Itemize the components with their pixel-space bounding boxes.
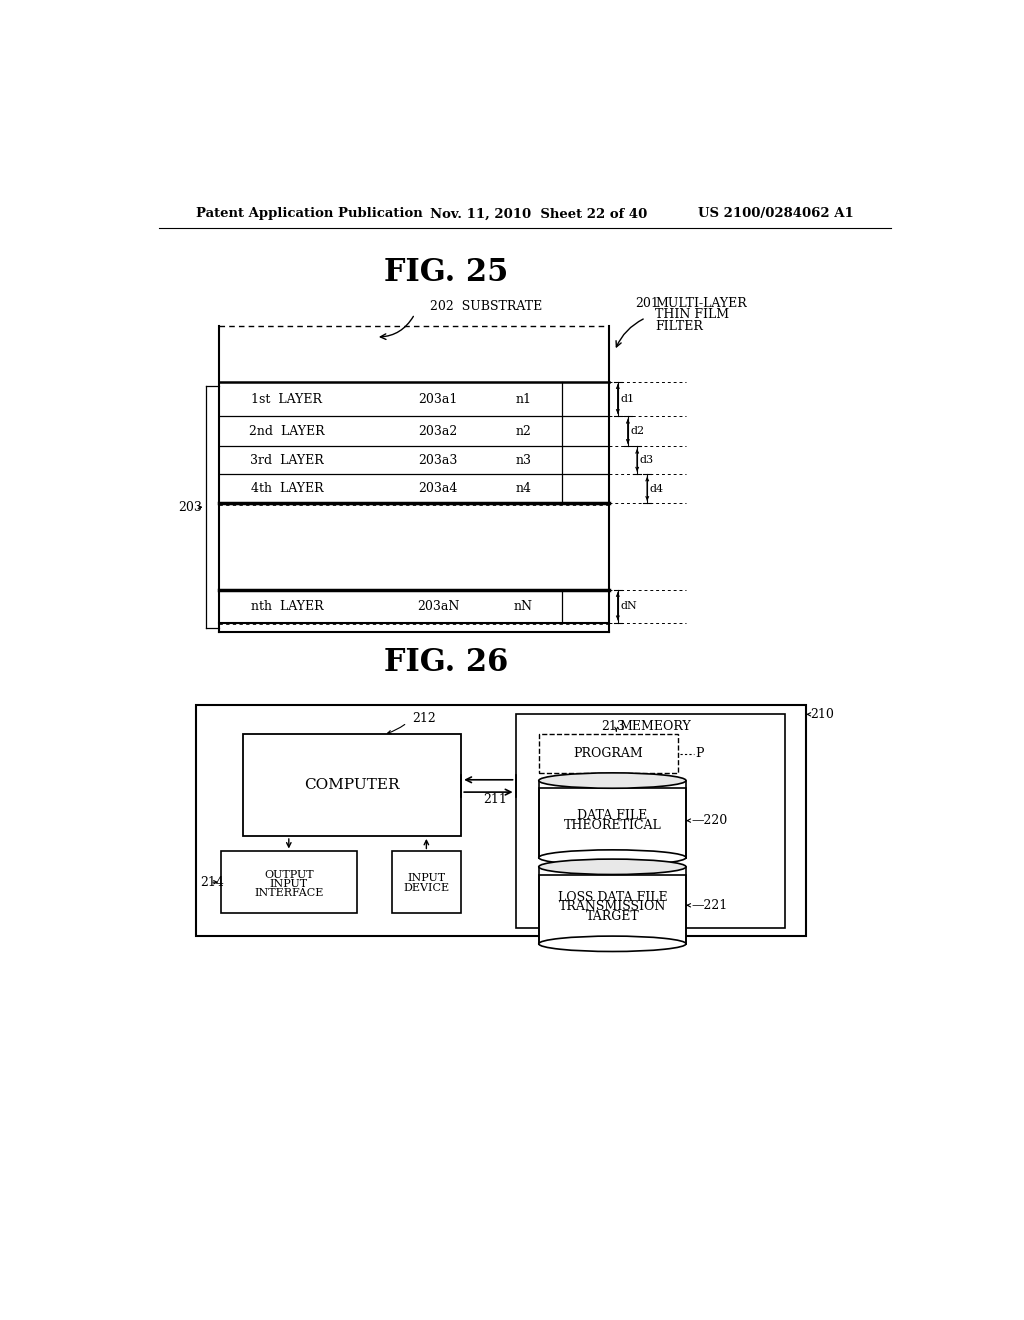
Text: 212: 212	[413, 713, 436, 726]
Text: nth  LAYER: nth LAYER	[251, 599, 324, 612]
Bar	[391, 851, 461, 913]
Text: dN: dN	[621, 601, 637, 611]
Text: FILTER: FILTER	[655, 319, 702, 333]
Text: —220: —220	[691, 814, 728, 828]
Text: d3: d3	[640, 455, 653, 465]
Text: n4: n4	[515, 482, 531, 495]
Bar	[221, 851, 356, 913]
Bar	[515, 714, 785, 928]
Text: Patent Application Publication: Patent Application Publication	[197, 207, 423, 220]
Text: COMPUTER: COMPUTER	[304, 779, 399, 792]
Ellipse shape	[539, 774, 686, 788]
Text: 211: 211	[483, 792, 507, 805]
Text: 213: 213	[601, 721, 625, 733]
Text: d1: d1	[621, 395, 634, 404]
Ellipse shape	[539, 850, 686, 866]
Text: n3: n3	[515, 454, 531, 467]
Text: Nov. 11, 2010  Sheet 22 of 40: Nov. 11, 2010 Sheet 22 of 40	[430, 207, 647, 220]
Text: FIG. 25: FIG. 25	[384, 257, 508, 288]
Text: TRANSMISSION: TRANSMISSION	[559, 900, 666, 913]
Text: 203a2: 203a2	[419, 425, 458, 438]
Bar	[539, 788, 686, 858]
Bar	[243, 734, 461, 836]
Text: MEMEORY: MEMEORY	[620, 721, 691, 733]
Text: 214: 214	[200, 875, 224, 888]
Text: 3rd  LAYER: 3rd LAYER	[250, 454, 324, 467]
Text: d4: d4	[649, 483, 664, 494]
Text: 203a1: 203a1	[419, 392, 458, 405]
Text: INPUT: INPUT	[408, 874, 445, 883]
Text: 202  SUBSTRATE: 202 SUBSTRATE	[430, 300, 543, 313]
Text: P: P	[695, 747, 703, 760]
Bar	[539, 734, 678, 774]
Text: 201: 201	[636, 297, 659, 310]
Text: FIG. 26: FIG. 26	[384, 647, 508, 678]
Text: n1: n1	[515, 392, 531, 405]
Text: 1st  LAYER: 1st LAYER	[251, 392, 323, 405]
Text: INPUT: INPUT	[269, 879, 308, 888]
Text: 203a4: 203a4	[419, 482, 458, 495]
Text: nN: nN	[514, 599, 532, 612]
Text: —221: —221	[691, 899, 728, 912]
Text: 203aN: 203aN	[417, 599, 459, 612]
Text: THEORETICAL: THEORETICAL	[563, 818, 662, 832]
Text: LOSS DATA FILE: LOSS DATA FILE	[557, 891, 668, 904]
Text: d2: d2	[630, 426, 644, 437]
Text: DEVICE: DEVICE	[403, 883, 450, 892]
Text: TARGET: TARGET	[586, 909, 639, 923]
Text: DATA FILE: DATA FILE	[578, 809, 647, 822]
Ellipse shape	[539, 859, 686, 875]
Bar	[539, 875, 686, 944]
Bar	[197, 705, 806, 936]
Text: OUTPUT: OUTPUT	[264, 870, 313, 879]
Ellipse shape	[539, 936, 686, 952]
Text: n2: n2	[515, 425, 531, 438]
Text: 2nd  LAYER: 2nd LAYER	[249, 425, 325, 438]
Text: THIN FILM: THIN FILM	[655, 308, 729, 321]
Text: 4th  LAYER: 4th LAYER	[251, 482, 324, 495]
Text: 203a3: 203a3	[419, 454, 458, 467]
Text: 203: 203	[178, 500, 203, 513]
Text: MULTI-LAYER: MULTI-LAYER	[655, 297, 746, 310]
Text: INTERFACE: INTERFACE	[254, 888, 324, 898]
Text: US 2100/0284062 A1: US 2100/0284062 A1	[697, 207, 853, 220]
Text: PROGRAM: PROGRAM	[573, 747, 643, 760]
Text: 210: 210	[810, 708, 834, 721]
